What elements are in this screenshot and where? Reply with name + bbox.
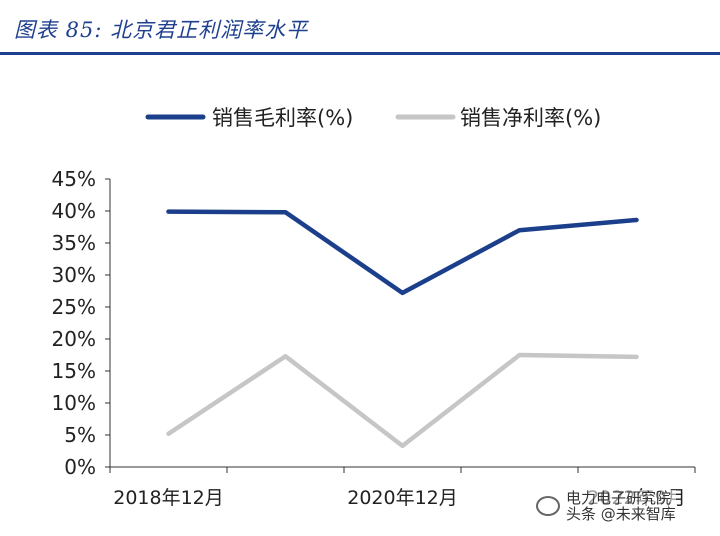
y-tick-label: 35% — [52, 231, 96, 255]
watermark: 电力电子研究院 头条 @未来智库 — [536, 490, 676, 522]
title-rule — [0, 52, 720, 55]
chart-title: 图表 85: 北京君正利润率水平 — [14, 18, 309, 42]
watermark-line-1: 电力电子研究院 — [566, 489, 672, 507]
y-tick-label: 0% — [64, 455, 96, 479]
legend: 销售毛利率(%) 销售净利率(%) — [145, 106, 601, 130]
y-tick-label: 10% — [52, 391, 96, 415]
legend-label-2: 销售净利率(%) — [460, 106, 601, 130]
y-tick-label: 20% — [52, 327, 96, 351]
y-tick-label: 40% — [52, 199, 96, 223]
y-tick-label: 30% — [52, 263, 96, 287]
series-line-2 — [166, 352, 639, 449]
x-tick-label: 2020年12月 — [347, 487, 458, 509]
series-layer — [166, 209, 639, 449]
y-tick-label: 15% — [52, 359, 96, 383]
wechat-icon — [536, 496, 560, 516]
legend-label-1: 销售毛利率(%) — [212, 106, 353, 130]
watermark-line-2: 头条 @未来智库 — [566, 505, 676, 523]
y-tick-label: 25% — [52, 295, 96, 319]
y-tick-label: 45% — [52, 167, 96, 191]
x-tick-label: 2018年12月 — [113, 487, 224, 509]
y-tick-label: 5% — [64, 423, 96, 447]
axes: 0% 5% 10% 15% 20% 25% 30% 35% 40% 45% 2018年12月 2020… — [52, 167, 696, 509]
series-line-1 — [166, 209, 639, 296]
